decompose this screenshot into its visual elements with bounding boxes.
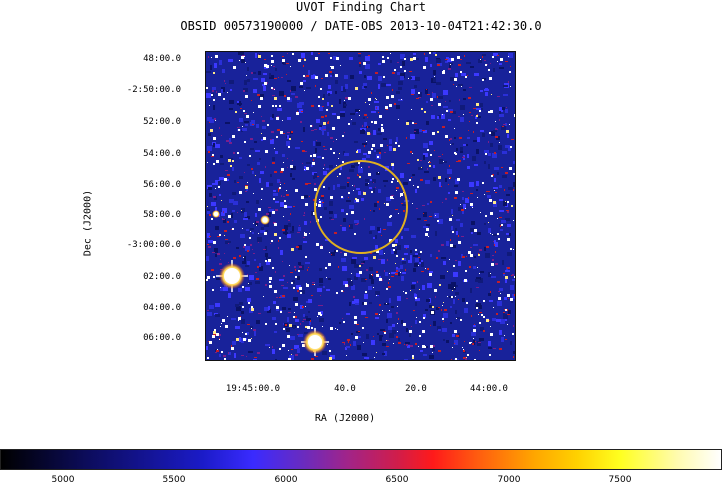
ra-tick-label: 19:45:00.0 bbox=[225, 384, 281, 394]
image-noise bbox=[206, 52, 515, 360]
dec-tick-label: 52:00.0 bbox=[143, 117, 181, 127]
dec-tick-label: 54:00.0 bbox=[143, 149, 181, 159]
dec-tick-label: 58:00.0 bbox=[143, 210, 181, 220]
colorbar-tick-label: 6000 bbox=[274, 475, 298, 485]
dec-tick-label: -3:00:00.0 bbox=[126, 240, 181, 250]
ra-axis-label: RA (J2000) bbox=[314, 413, 376, 424]
sky-image[interactable] bbox=[205, 51, 516, 361]
faint-star bbox=[212, 210, 270, 225]
colorbar-tick-label: 7500 bbox=[608, 475, 632, 485]
ra-tick-label: 20.0 bbox=[405, 384, 427, 394]
chart-title: UVOT Finding Chart bbox=[295, 0, 427, 14]
bright-star bbox=[301, 328, 329, 356]
colorbar-tick-label: 5500 bbox=[162, 475, 186, 485]
ra-tick-label: 44:00.0 bbox=[470, 384, 508, 394]
dec-tick-label: 04:00.0 bbox=[143, 303, 181, 313]
dec-tick-label: 48:00.0 bbox=[143, 54, 181, 64]
dec-tick-label: 02:00.0 bbox=[143, 272, 181, 282]
colorbar-tick-label: 6500 bbox=[385, 475, 409, 485]
bright-star bbox=[216, 260, 248, 292]
dec-tick-label: -2:50:00.0 bbox=[126, 85, 181, 95]
sky-image-canvas bbox=[206, 52, 515, 360]
chart-subtitle: OBSID 00573190000 / DATE-OBS 2013-10-04T… bbox=[180, 19, 542, 33]
dec-axis-label: Dec (J2000) bbox=[82, 189, 94, 257]
ra-tick-label: 40.0 bbox=[334, 384, 356, 394]
colorbar bbox=[0, 449, 722, 470]
dec-tick-label: 56:00.0 bbox=[143, 180, 181, 190]
colorbar-tick-label: 5000 bbox=[51, 475, 75, 485]
target-circle bbox=[314, 160, 408, 254]
dec-tick-label: 06:00.0 bbox=[143, 333, 181, 343]
colorbar-tick-label: 7000 bbox=[497, 475, 521, 485]
